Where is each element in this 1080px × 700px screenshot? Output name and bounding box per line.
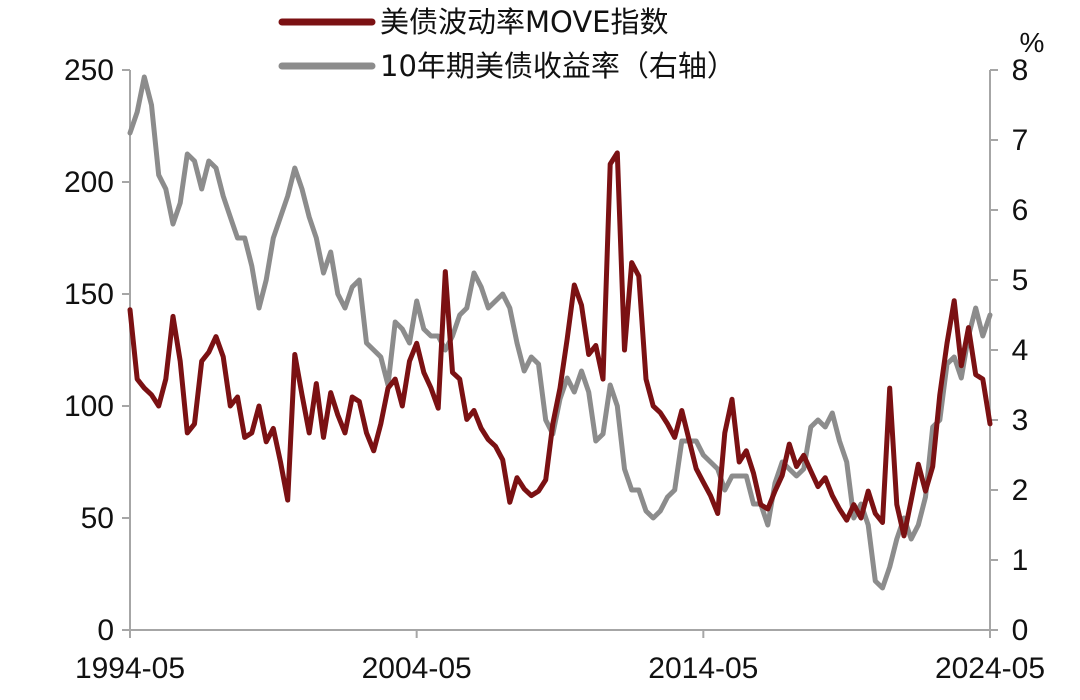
left-tick-label: 250	[64, 54, 114, 87]
x-tick-label: 2004-05	[362, 652, 472, 685]
x-tick-label: 2024-05	[935, 652, 1045, 685]
right-tick-label: 7	[1012, 124, 1029, 157]
left-tick-label: 50	[81, 502, 114, 535]
right-tick-label: 0	[1012, 614, 1029, 647]
right-tick-label: 3	[1012, 404, 1029, 437]
right-tick-label: 6	[1012, 194, 1029, 227]
x-tick-label: 1994-05	[75, 652, 185, 685]
legend-label-move: 美债波动率MOVE指数	[380, 5, 669, 39]
right-tick-label: 5	[1012, 264, 1029, 297]
right-tick-label: 4	[1012, 334, 1029, 367]
left-axis-ticks: 0 50 100 150 200 250	[64, 54, 130, 647]
left-tick-label: 200	[64, 166, 114, 199]
right-axis-unit-label: %	[1020, 27, 1045, 58]
left-tick-label: 100	[64, 390, 114, 423]
x-axis-ticks: 1994-05 2004-05 2014-05 2024-05	[75, 630, 1045, 685]
right-axis-ticks: 0 1 2 3 4 5 6 7 8	[990, 54, 1028, 647]
left-tick-label: 150	[64, 278, 114, 311]
x-tick-label: 2014-05	[648, 652, 758, 685]
series-lines	[127, 74, 993, 591]
series-line-move-index	[127, 150, 993, 539]
legend-label-yield: 10年期美债收益率（右轴）	[380, 49, 736, 83]
legend-item-move: 美债波动率MOVE指数	[278, 5, 669, 39]
legend-item-yield: 10年期美债收益率（右轴）	[278, 49, 736, 83]
right-tick-label: 8	[1012, 54, 1029, 87]
axes: %	[129, 27, 1045, 631]
left-tick-label: 0	[97, 614, 114, 647]
legend: 美债波动率MOVE指数 10年期美债收益率（右轴）	[278, 5, 736, 83]
right-tick-label: 2	[1012, 474, 1029, 507]
right-tick-label: 1	[1012, 544, 1029, 577]
